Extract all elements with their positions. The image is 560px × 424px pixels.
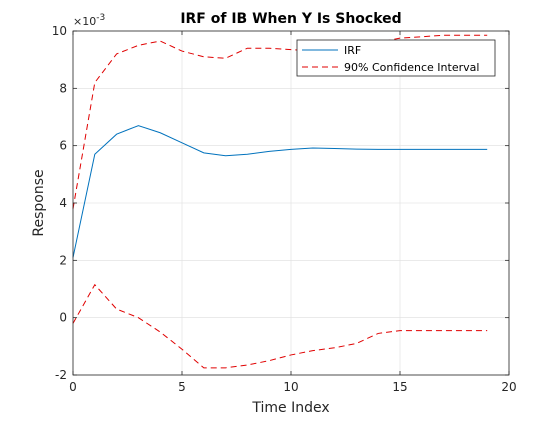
x-tick-label: 5 (178, 380, 186, 394)
legend-label-irf: IRF (344, 44, 361, 57)
irf-series-line (72, 125, 488, 258)
ci-lower-series-line (72, 283, 488, 369)
x-tick-label: 15 (392, 380, 407, 394)
chart-title: IRF of IB When Y Is Shocked (180, 11, 401, 27)
y-tick-label: 0 (59, 311, 67, 325)
legend: IRF 90% Confidence Interval (296, 39, 496, 77)
x-tick-label: 0 (69, 380, 77, 394)
y-tick-label: 6 (59, 139, 67, 153)
y-tick-label: 8 (59, 81, 67, 95)
grid-lines (72, 30, 510, 376)
y-exponent-label: ×10-3 (73, 13, 105, 28)
legend-label-ci: 90% Confidence Interval (344, 61, 479, 74)
y-tick-label: 2 (59, 253, 67, 267)
y-tick-label: -2 (55, 368, 67, 382)
ci-upper-series-line (72, 34, 488, 209)
y-tick-label: 10 (52, 24, 67, 38)
y-tick-label: 4 (59, 196, 67, 210)
y-axis-label: Response (31, 169, 47, 236)
legend-box (296, 39, 496, 77)
x-axis-label: Time Index (251, 400, 329, 416)
x-tick-label: 20 (501, 380, 516, 394)
x-tick-label: 10 (283, 380, 298, 394)
series-lines (72, 34, 488, 369)
